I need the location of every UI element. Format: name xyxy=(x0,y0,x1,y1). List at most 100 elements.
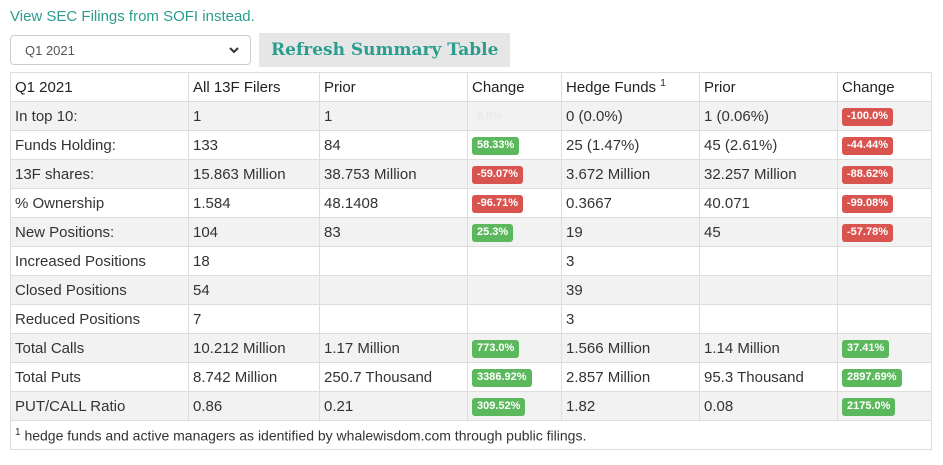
col-header-prior: Prior xyxy=(319,72,468,102)
hf-prior-value: 1 (0.06%) xyxy=(699,101,838,131)
table-row: Closed Positions 54 39 xyxy=(10,275,932,305)
hedge-funds-footnote-marker: 1 xyxy=(660,78,666,89)
row-label: % Ownership xyxy=(10,188,189,218)
table-row: New Positions: 104 83 25.3% 19 45 -57.78% xyxy=(10,217,932,247)
row-label: PUT/CALL Ratio xyxy=(10,391,189,421)
all-filers-value: 133 xyxy=(188,130,320,160)
table-row: PUT/CALL Ratio 0.86 0.21 309.52% 1.82 0.08 217… xyxy=(10,391,932,421)
prior-value: 48.1408 xyxy=(319,188,468,218)
change-badge: 37.41% xyxy=(842,340,890,358)
all-filers-value: 0.86 xyxy=(188,391,320,421)
col-header-change: Change xyxy=(467,72,562,102)
change-cell: -59.07% xyxy=(467,159,562,189)
hf-prior-value xyxy=(699,304,838,334)
row-label: Funds Holding: xyxy=(10,130,189,160)
hedge-funds-label: Hedge Funds xyxy=(566,79,657,96)
hf-prior-value: 45 xyxy=(699,217,838,247)
prior-value: 1 xyxy=(319,101,468,131)
hf-prior-value: 45 (2.61%) xyxy=(699,130,838,160)
all-filers-value: 7 xyxy=(188,304,320,334)
row-label: 13F shares: xyxy=(10,159,189,189)
change-cell: 3386.92% xyxy=(467,362,562,392)
change-badge: -99.08% xyxy=(842,195,893,213)
change-cell: 25.3% xyxy=(467,217,562,247)
all-filers-value: 104 xyxy=(188,217,320,247)
hedge-funds-value: 0 (0.0%) xyxy=(561,101,700,131)
row-label: In top 10: xyxy=(10,101,189,131)
hf-prior-value xyxy=(699,246,838,276)
all-filers-value: 10.212 Million xyxy=(188,333,320,363)
col-header-hf-change: Change xyxy=(837,72,932,102)
change-badge: 309.52% xyxy=(472,398,526,416)
hf-prior-value: 0.08 xyxy=(699,391,838,421)
hf-change-cell xyxy=(837,246,932,276)
hedge-funds-value: 3 xyxy=(561,304,700,334)
hf-change-cell: -99.08% xyxy=(837,188,932,218)
row-label: Reduced Positions xyxy=(10,304,189,334)
table-row: % Ownership 1.584 48.1408 -96.71% 0.3667 40.0… xyxy=(10,188,932,218)
col-header-quarter: Q1 2021 xyxy=(10,72,189,102)
prior-value: 250.7 Thousand xyxy=(319,362,468,392)
hf-change-cell: 2175.0% xyxy=(837,391,932,421)
prior-value: 38.753 Million xyxy=(319,159,468,189)
summary-table: Q1 2021 All 13F Filers Prior Change Hedg… xyxy=(10,72,932,450)
view-sec-filings-link[interactable]: View SEC Filings from SOFI instead. xyxy=(10,8,255,25)
hf-prior-value: 40.071 xyxy=(699,188,838,218)
all-filers-value: 1 xyxy=(188,101,320,131)
prior-value: 0.21 xyxy=(319,391,468,421)
hf-change-cell: -100.0% xyxy=(837,101,932,131)
hf-change-cell: -88.62% xyxy=(837,159,932,189)
change-badge: 2175.0% xyxy=(842,398,896,416)
hf-change-cell xyxy=(837,304,932,334)
hedge-funds-value: 0.3667 xyxy=(561,188,700,218)
col-header-all-filers: All 13F Filers xyxy=(188,72,320,102)
change-badge: -96.71% xyxy=(472,195,523,213)
hf-prior-value: 95.3 Thousand xyxy=(699,362,838,392)
footnote-row: 1 hedge funds and active managers as ide… xyxy=(10,420,932,450)
controls-bar: Q1 2021 Refresh Summary Table xyxy=(10,33,511,67)
change-cell: -96.71% xyxy=(467,188,562,218)
hf-change-cell: 2897.69% xyxy=(837,362,932,392)
change-badge: -88.62% xyxy=(842,166,893,184)
table-row: Total Puts 8.742 Million 250.7 Thousand 338… xyxy=(10,362,932,392)
hf-change-cell: -57.78% xyxy=(837,217,932,247)
change-cell: 773.0% xyxy=(467,333,562,363)
change-badge: 0.0% xyxy=(477,110,503,122)
row-label: New Positions: xyxy=(10,217,189,247)
prior-value xyxy=(319,304,468,334)
all-filers-value: 54 xyxy=(188,275,320,305)
prior-value: 1.17 Million xyxy=(319,333,468,363)
quarter-select[interactable]: Q1 2021 xyxy=(10,35,251,65)
hf-change-cell xyxy=(837,275,932,305)
footnote-marker: 1 xyxy=(15,426,21,438)
prior-value xyxy=(319,246,468,276)
row-label: Closed Positions xyxy=(10,275,189,305)
change-badge: -59.07% xyxy=(472,166,523,184)
hedge-funds-value: 39 xyxy=(561,275,700,305)
chevron-down-icon xyxy=(229,47,239,54)
hedge-funds-value: 1.566 Million xyxy=(561,333,700,363)
change-badge: 773.0% xyxy=(472,340,520,358)
change-cell xyxy=(467,246,562,276)
table-row: Increased Positions 18 3 xyxy=(10,246,932,276)
table-row: Funds Holding: 133 84 58.33% 25 (1.47%) 45 (2… xyxy=(10,130,932,160)
col-header-hf-prior: Prior xyxy=(699,72,838,102)
table-row: In top 10: 1 1 0.0% 0 (0.0%) 1 (0.06%) -100.0% xyxy=(10,101,932,131)
change-cell xyxy=(467,304,562,334)
footnote-text: hedge funds and active managers as ident… xyxy=(20,427,587,444)
all-filers-value: 1.584 xyxy=(188,188,320,218)
table-row: Total Calls 10.212 Million 1.17 Million 773… xyxy=(10,333,932,363)
hedge-funds-value: 2.857 Million xyxy=(561,362,700,392)
hedge-funds-value: 3 xyxy=(561,246,700,276)
change-badge: 58.33% xyxy=(472,137,520,155)
hedge-funds-value: 19 xyxy=(561,217,700,247)
prior-value: 84 xyxy=(319,130,468,160)
hedge-funds-value: 3.672 Million xyxy=(561,159,700,189)
row-label: Increased Positions xyxy=(10,246,189,276)
change-badge: -44.44% xyxy=(842,137,893,155)
hedge-funds-value: 1.82 xyxy=(561,391,700,421)
refresh-summary-button[interactable]: Refresh Summary Table xyxy=(259,33,511,67)
change-badge: 25.3% xyxy=(472,224,514,242)
change-cell: 58.33% xyxy=(467,130,562,160)
change-cell xyxy=(467,275,562,305)
